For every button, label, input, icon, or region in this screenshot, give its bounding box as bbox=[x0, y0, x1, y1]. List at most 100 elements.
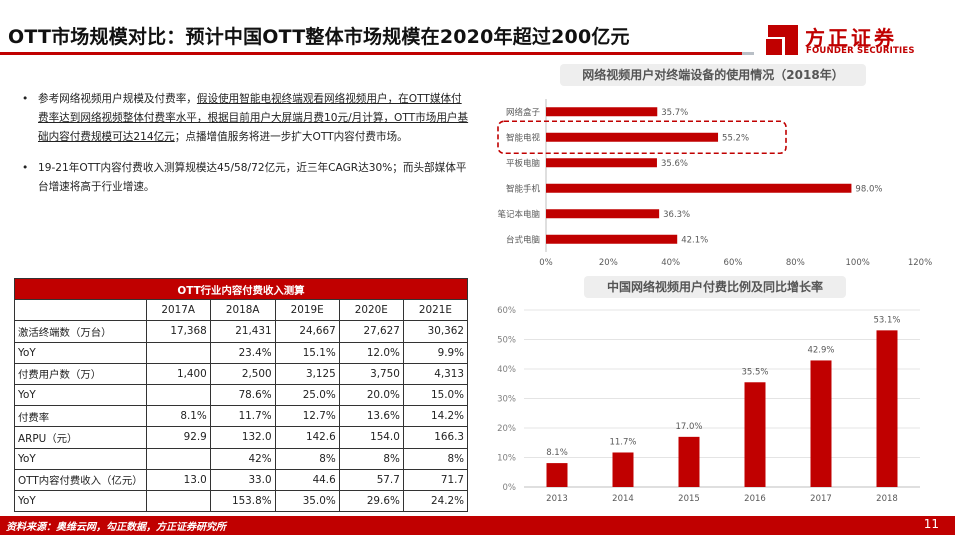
table-cell: 44.6 bbox=[274, 468, 340, 491]
bar bbox=[546, 209, 660, 219]
table-row: OTT内容付费收入（亿元） 13.0 33.0 44.6 57.7 71.7 bbox=[14, 468, 469, 491]
y-tick-label: 60% bbox=[497, 306, 516, 316]
table-row-label: YoY bbox=[14, 341, 147, 364]
table-cell: 24.2% bbox=[402, 489, 469, 513]
table-header-cell: 2020E bbox=[338, 299, 404, 322]
table-cell: 71.7 bbox=[402, 468, 469, 491]
x-tick-label: 2014 bbox=[612, 494, 634, 504]
page-number: 11 bbox=[923, 517, 939, 531]
x-tick-label: 120% bbox=[908, 258, 932, 268]
category-label: 平板电脑 bbox=[506, 158, 541, 169]
bullet-text: ；点播增值服务将进一步扩大OTT内容付费市场。 bbox=[174, 131, 408, 143]
table-row: 付费用户数（万） 1,400 2,500 3,125 3,750 4,313 bbox=[14, 362, 469, 385]
table-cell: 8.1% bbox=[145, 405, 211, 428]
data-label: 42.1% bbox=[681, 235, 708, 245]
bar bbox=[876, 330, 898, 487]
table-header-row: 2017A 2018A 2019E 2020E 2021E bbox=[14, 299, 469, 322]
bullet-item: • 参考网络视频用户规模及付费率，假设使用智能电视终端观看网络视频用户，在OTT… bbox=[20, 90, 470, 147]
x-tick-label: 60% bbox=[724, 258, 743, 268]
table-row: YoY 42% 8% 8% 8% bbox=[14, 447, 469, 470]
y-tick-label: 10% bbox=[497, 454, 516, 464]
table-row-label: 付费用户数（万） bbox=[14, 362, 147, 385]
table-cell: 23.4% bbox=[209, 341, 276, 364]
table-row-label: 激活终端数（万台） bbox=[14, 320, 147, 343]
bar bbox=[612, 452, 634, 487]
highlight-box bbox=[497, 120, 787, 155]
category-label: 网络盒子 bbox=[506, 107, 541, 118]
y-tick-label: 40% bbox=[497, 365, 516, 375]
ott-revenue-table: OTT行业内容付费收入测算 2017A 2018A 2019E 2020E 2021E … bbox=[14, 277, 469, 513]
table-cell: 15.0% bbox=[402, 383, 469, 407]
chart2-title: 中国网络视频用户付费比例及同比增长率 bbox=[584, 276, 846, 298]
x-tick-label: 40% bbox=[661, 258, 680, 268]
table-cell: 57.7 bbox=[338, 468, 404, 491]
footer-bar: 资料来源：奥维云网，勾正数据，方正证券研究所 11 bbox=[0, 516, 955, 535]
data-label: 35.5% bbox=[741, 367, 768, 377]
category-label: 笔记本电脑 bbox=[497, 209, 540, 220]
bar bbox=[546, 132, 719, 142]
table-cell: 25.0% bbox=[274, 383, 340, 407]
table-cell: 8% bbox=[274, 447, 340, 470]
table-cell: 14.2% bbox=[402, 405, 469, 428]
table-cell: 12.0% bbox=[338, 341, 404, 364]
y-tick-label: 0% bbox=[503, 483, 517, 493]
y-tick-label: 30% bbox=[497, 395, 516, 405]
table-cell: 17,368 bbox=[145, 320, 211, 343]
table-row: ARPU（元） 92.9 132.0 142.6 154.0 166.3 bbox=[14, 426, 469, 449]
source-note: 资料来源：奥维云网，勾正数据，方正证券研究所 bbox=[6, 522, 226, 533]
bar bbox=[546, 234, 678, 244]
table-row: YoY 153.8% 35.0% 29.6% 24.2% bbox=[14, 489, 469, 513]
table-header-cell: 2017A bbox=[145, 299, 211, 322]
data-label: 35.7% bbox=[661, 108, 688, 118]
table-row-label: 付费率 bbox=[14, 405, 147, 428]
table-cell: 24,667 bbox=[274, 320, 340, 343]
table-row-label: OTT内容付费收入（亿元） bbox=[14, 468, 147, 491]
table-header-cell: 2018A bbox=[209, 299, 276, 322]
data-label: 17.0% bbox=[675, 422, 702, 432]
data-label: 53.1% bbox=[873, 315, 900, 325]
page-title: OTT市场规模对比：预计中国OTT整体市场规模在2020年超过200亿元 bbox=[8, 26, 630, 48]
table-cell: 11.7% bbox=[209, 405, 276, 428]
x-tick-label: 100% bbox=[846, 258, 870, 268]
category-label: 台式电脑 bbox=[506, 234, 541, 245]
table-cell: 42% bbox=[209, 447, 276, 470]
logo-text-cn: 方正证券 bbox=[805, 26, 897, 50]
x-tick-label: 2013 bbox=[546, 494, 568, 504]
table-cell: 4,313 bbox=[402, 362, 469, 385]
x-tick-label: 0% bbox=[539, 258, 553, 268]
y-tick-label: 50% bbox=[497, 336, 516, 346]
table-cell: 3,750 bbox=[338, 362, 404, 385]
table-cell: 9.9% bbox=[402, 341, 469, 364]
table-cell bbox=[145, 341, 211, 364]
data-label: 98.0% bbox=[855, 184, 882, 194]
bullet-text-underlined: 假设使用智能电视终端观看网络视频用户，在OTT媒体付费率达到网络视频整体付费率水… bbox=[38, 93, 469, 143]
table-header-cell: 2021E bbox=[402, 299, 469, 322]
table-header-cell bbox=[14, 299, 147, 322]
table-row: YoY 78.6% 25.0% 20.0% 15.0% bbox=[14, 383, 469, 407]
table-cell: 27,627 bbox=[338, 320, 404, 343]
bar bbox=[678, 436, 700, 487]
table-row: 激活终端数（万台） 17,368 21,431 24,667 27,627 30,362 bbox=[14, 320, 469, 343]
chart1-title: 网络视频用户对终端设备的使用情况（2018年） bbox=[560, 64, 866, 86]
bullet-dot-icon: • bbox=[22, 162, 29, 174]
bar bbox=[546, 183, 852, 193]
x-tick-label: 2017 bbox=[810, 494, 832, 504]
table-header-cell: 2019E bbox=[274, 299, 340, 322]
bar bbox=[546, 158, 657, 168]
table-cell: 15.1% bbox=[274, 341, 340, 364]
paying-ratio-chart: 0% 10% 20% 30% 40% 50% 60% 8.1% 2013 11.7% 2014 17.… bbox=[497, 306, 920, 504]
table-cell: 8% bbox=[402, 447, 469, 470]
logo-text-en: FOUNDER SECURITIES bbox=[806, 46, 915, 56]
table-cell bbox=[145, 447, 211, 470]
table-cell: 1,400 bbox=[145, 362, 211, 385]
table-cell: 132.0 bbox=[209, 426, 276, 449]
bar bbox=[546, 463, 568, 487]
category-label: 智能手机 bbox=[506, 183, 541, 194]
founder-logo-icon bbox=[766, 25, 798, 55]
data-label: 36.3% bbox=[663, 210, 690, 220]
table-cell: 3,125 bbox=[274, 362, 340, 385]
bar bbox=[810, 360, 832, 487]
table-cell: 30,362 bbox=[402, 320, 469, 343]
device-usage-chart: 网络盒子 35.7% 智能电视 55.2% 平板电脑 35.6% 智能手机 98.0% 笔记本电… bbox=[497, 99, 932, 268]
table-caption: OTT行业内容付费收入测算 bbox=[14, 277, 468, 301]
